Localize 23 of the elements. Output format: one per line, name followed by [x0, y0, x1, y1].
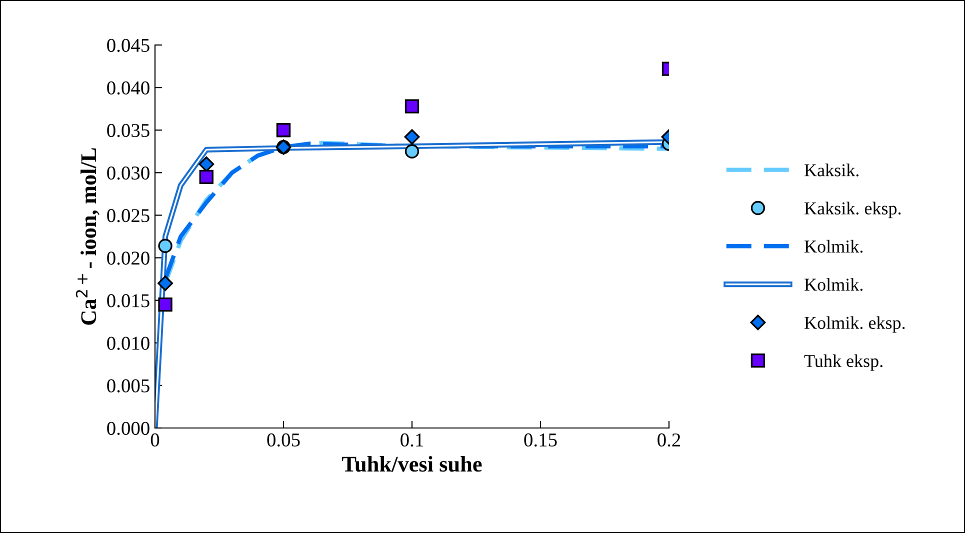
legend-label: Kaksik. eksp. — [804, 202, 901, 218]
x-tick-label: 0.05 — [267, 433, 300, 447]
y-tick-label: 0.010 — [107, 336, 150, 350]
y-tick-label: 0.025 — [107, 209, 150, 222]
x-tick-label: 0.2 — [658, 433, 680, 447]
x-axis-title: Tuhk/vesi suhe — [342, 456, 482, 472]
legend-label: Kaksik. — [804, 164, 858, 176]
y-tick-label: 0.005 — [107, 379, 150, 392]
legend-label: Tuhk eksp. — [804, 354, 882, 371]
y-tick-label: 0.045 — [107, 38, 150, 52]
legend-label: Kolmik. — [804, 278, 863, 291]
x-tick-label: 0.15 — [524, 433, 557, 447]
x-tick-label: 0 — [150, 433, 160, 447]
y-tick-label: 0.035 — [107, 124, 150, 138]
y-tick-label: 0.000 — [107, 422, 150, 436]
y-tick-label: 0.030 — [107, 166, 150, 180]
x-tick-label: 0.1 — [400, 433, 423, 447]
legend-label: Kolmik. — [804, 240, 863, 253]
y-tick-label: 0.020 — [107, 252, 150, 265]
legend-label: Kolmik. eksp. — [804, 316, 905, 333]
y-axis-title: Ca$^{2+}$- ioon, mol/L — [76, 148, 100, 325]
y-tick-label: 0.015 — [107, 294, 150, 308]
y-tick-label: 0.040 — [107, 81, 150, 95]
